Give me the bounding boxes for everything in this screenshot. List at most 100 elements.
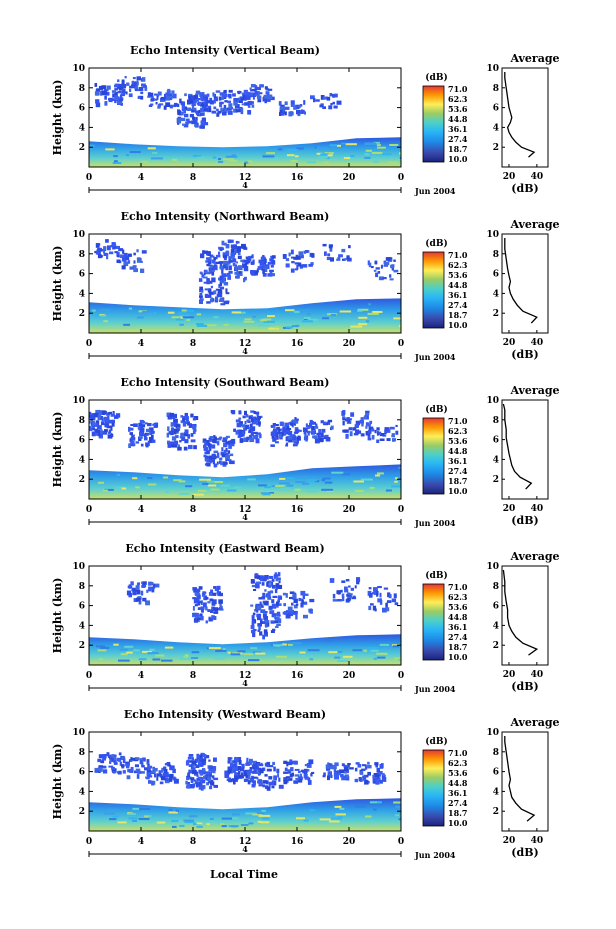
echo-speckle [358, 316, 368, 319]
cloud-echo [330, 103, 333, 106]
echo-layer [89, 298, 401, 333]
avg-x-tick-label: 40 [531, 504, 544, 514]
cloud-echo [290, 767, 294, 772]
echo-speckle [330, 817, 342, 820]
cloud-echo [127, 768, 132, 773]
echo-speckle [364, 156, 371, 159]
cloud-echo [367, 437, 372, 441]
cloud-echo [318, 429, 322, 434]
cloud-echo [327, 771, 332, 777]
x-axis-label: Local Time [210, 868, 278, 881]
cloud-echo [290, 104, 295, 107]
panel-title: Echo Intensity (Westward Beam) [124, 708, 326, 721]
cloud-echo [208, 765, 213, 769]
y-tick-label: 10 [72, 64, 85, 74]
cloud-echo [96, 425, 102, 430]
cloud-echo [289, 759, 293, 764]
cloud-echo [207, 601, 211, 604]
cloud-echo [227, 766, 232, 770]
cloud-echo [140, 427, 145, 432]
cloud-echo [173, 416, 176, 421]
cloud-echo [261, 582, 265, 586]
cloud-echo [241, 103, 245, 106]
average-profile [504, 736, 536, 822]
cloud-echo [311, 426, 316, 431]
cloud-echo [391, 598, 397, 603]
colorbar-label: 36.1 [448, 124, 467, 134]
cloud-echo [187, 99, 192, 104]
cloud-echo [243, 96, 247, 101]
cloud-echo [315, 423, 318, 429]
cloud-echo [266, 768, 272, 772]
heatmap-area [89, 239, 401, 333]
y-tick-label: 4 [79, 123, 85, 133]
cloud-echo [308, 759, 314, 765]
cloud-echo [151, 587, 155, 593]
cloud-echo [104, 95, 107, 100]
echo-speckle [213, 316, 219, 319]
x-tick-label: 8 [190, 671, 196, 681]
cloud-echo [257, 781, 262, 784]
echo-speckle [138, 818, 150, 820]
cloud-echo [124, 76, 127, 79]
avg-y-tick-label: 4 [493, 289, 499, 299]
cloud-echo [261, 596, 266, 600]
colorbar-label: 62.3 [448, 94, 468, 104]
cloud-echo [143, 599, 147, 602]
cloud-echo [110, 413, 115, 417]
cloud-echo [214, 436, 217, 440]
panel: Echo Intensity (Southward Beam)246810Hei… [51, 376, 560, 528]
cloud-echo [303, 111, 306, 115]
cloud-echo [252, 612, 256, 616]
cloud-echo [198, 102, 202, 105]
cloud-echo [291, 424, 294, 428]
echo-speckle [385, 489, 392, 492]
avg-x-tick-label: 40 [531, 670, 544, 680]
cloud-echo [146, 772, 152, 776]
colorbar-label: 36.1 [448, 622, 467, 632]
echo-speckle [223, 323, 229, 326]
colorbar-label: 18.7 [448, 144, 467, 154]
cloud-echo [192, 767, 196, 771]
cloud-echo [151, 439, 156, 443]
cloud-echo [252, 431, 258, 434]
cloud-echo [201, 298, 204, 301]
cloud-echo [121, 265, 126, 270]
cloud-echo [256, 613, 262, 618]
colorbar-label: 18.7 [448, 476, 467, 486]
cloud-echo [177, 444, 180, 449]
cloud-echo [283, 431, 287, 436]
echo-speckle [178, 312, 187, 314]
cloud-echo [291, 761, 294, 765]
cloud-echo [245, 256, 249, 259]
cloud-echo [185, 121, 189, 125]
cloud-echo [348, 427, 352, 431]
cloud-echo [255, 573, 258, 576]
cloud-echo [122, 770, 126, 774]
echo-speckle [158, 644, 163, 647]
cloud-echo [274, 615, 277, 620]
cloud-echo [207, 280, 213, 284]
echo-speckle [288, 643, 293, 646]
echo-speckle [147, 477, 153, 480]
cloud-echo [213, 611, 219, 614]
echo-speckle [119, 648, 129, 651]
cloud-echo [257, 575, 261, 579]
cloud-echo [249, 437, 255, 443]
cloud-echo [265, 611, 268, 614]
echo-speckle [147, 147, 156, 150]
echo-speckle [290, 160, 298, 162]
cloud-echo [260, 257, 264, 260]
cloud-echo [269, 765, 274, 768]
cloud-echo [277, 577, 281, 581]
cloud-echo [213, 290, 217, 295]
cloud-echo [115, 245, 120, 249]
cloud-echo [285, 776, 290, 779]
echo-speckle [368, 303, 372, 306]
echo-speckle [294, 155, 299, 158]
echo-speckle [364, 815, 372, 818]
cloud-echo [244, 769, 250, 774]
cloud-echo [92, 422, 97, 426]
cloud-echo [108, 97, 113, 103]
cloud-echo [289, 773, 293, 778]
